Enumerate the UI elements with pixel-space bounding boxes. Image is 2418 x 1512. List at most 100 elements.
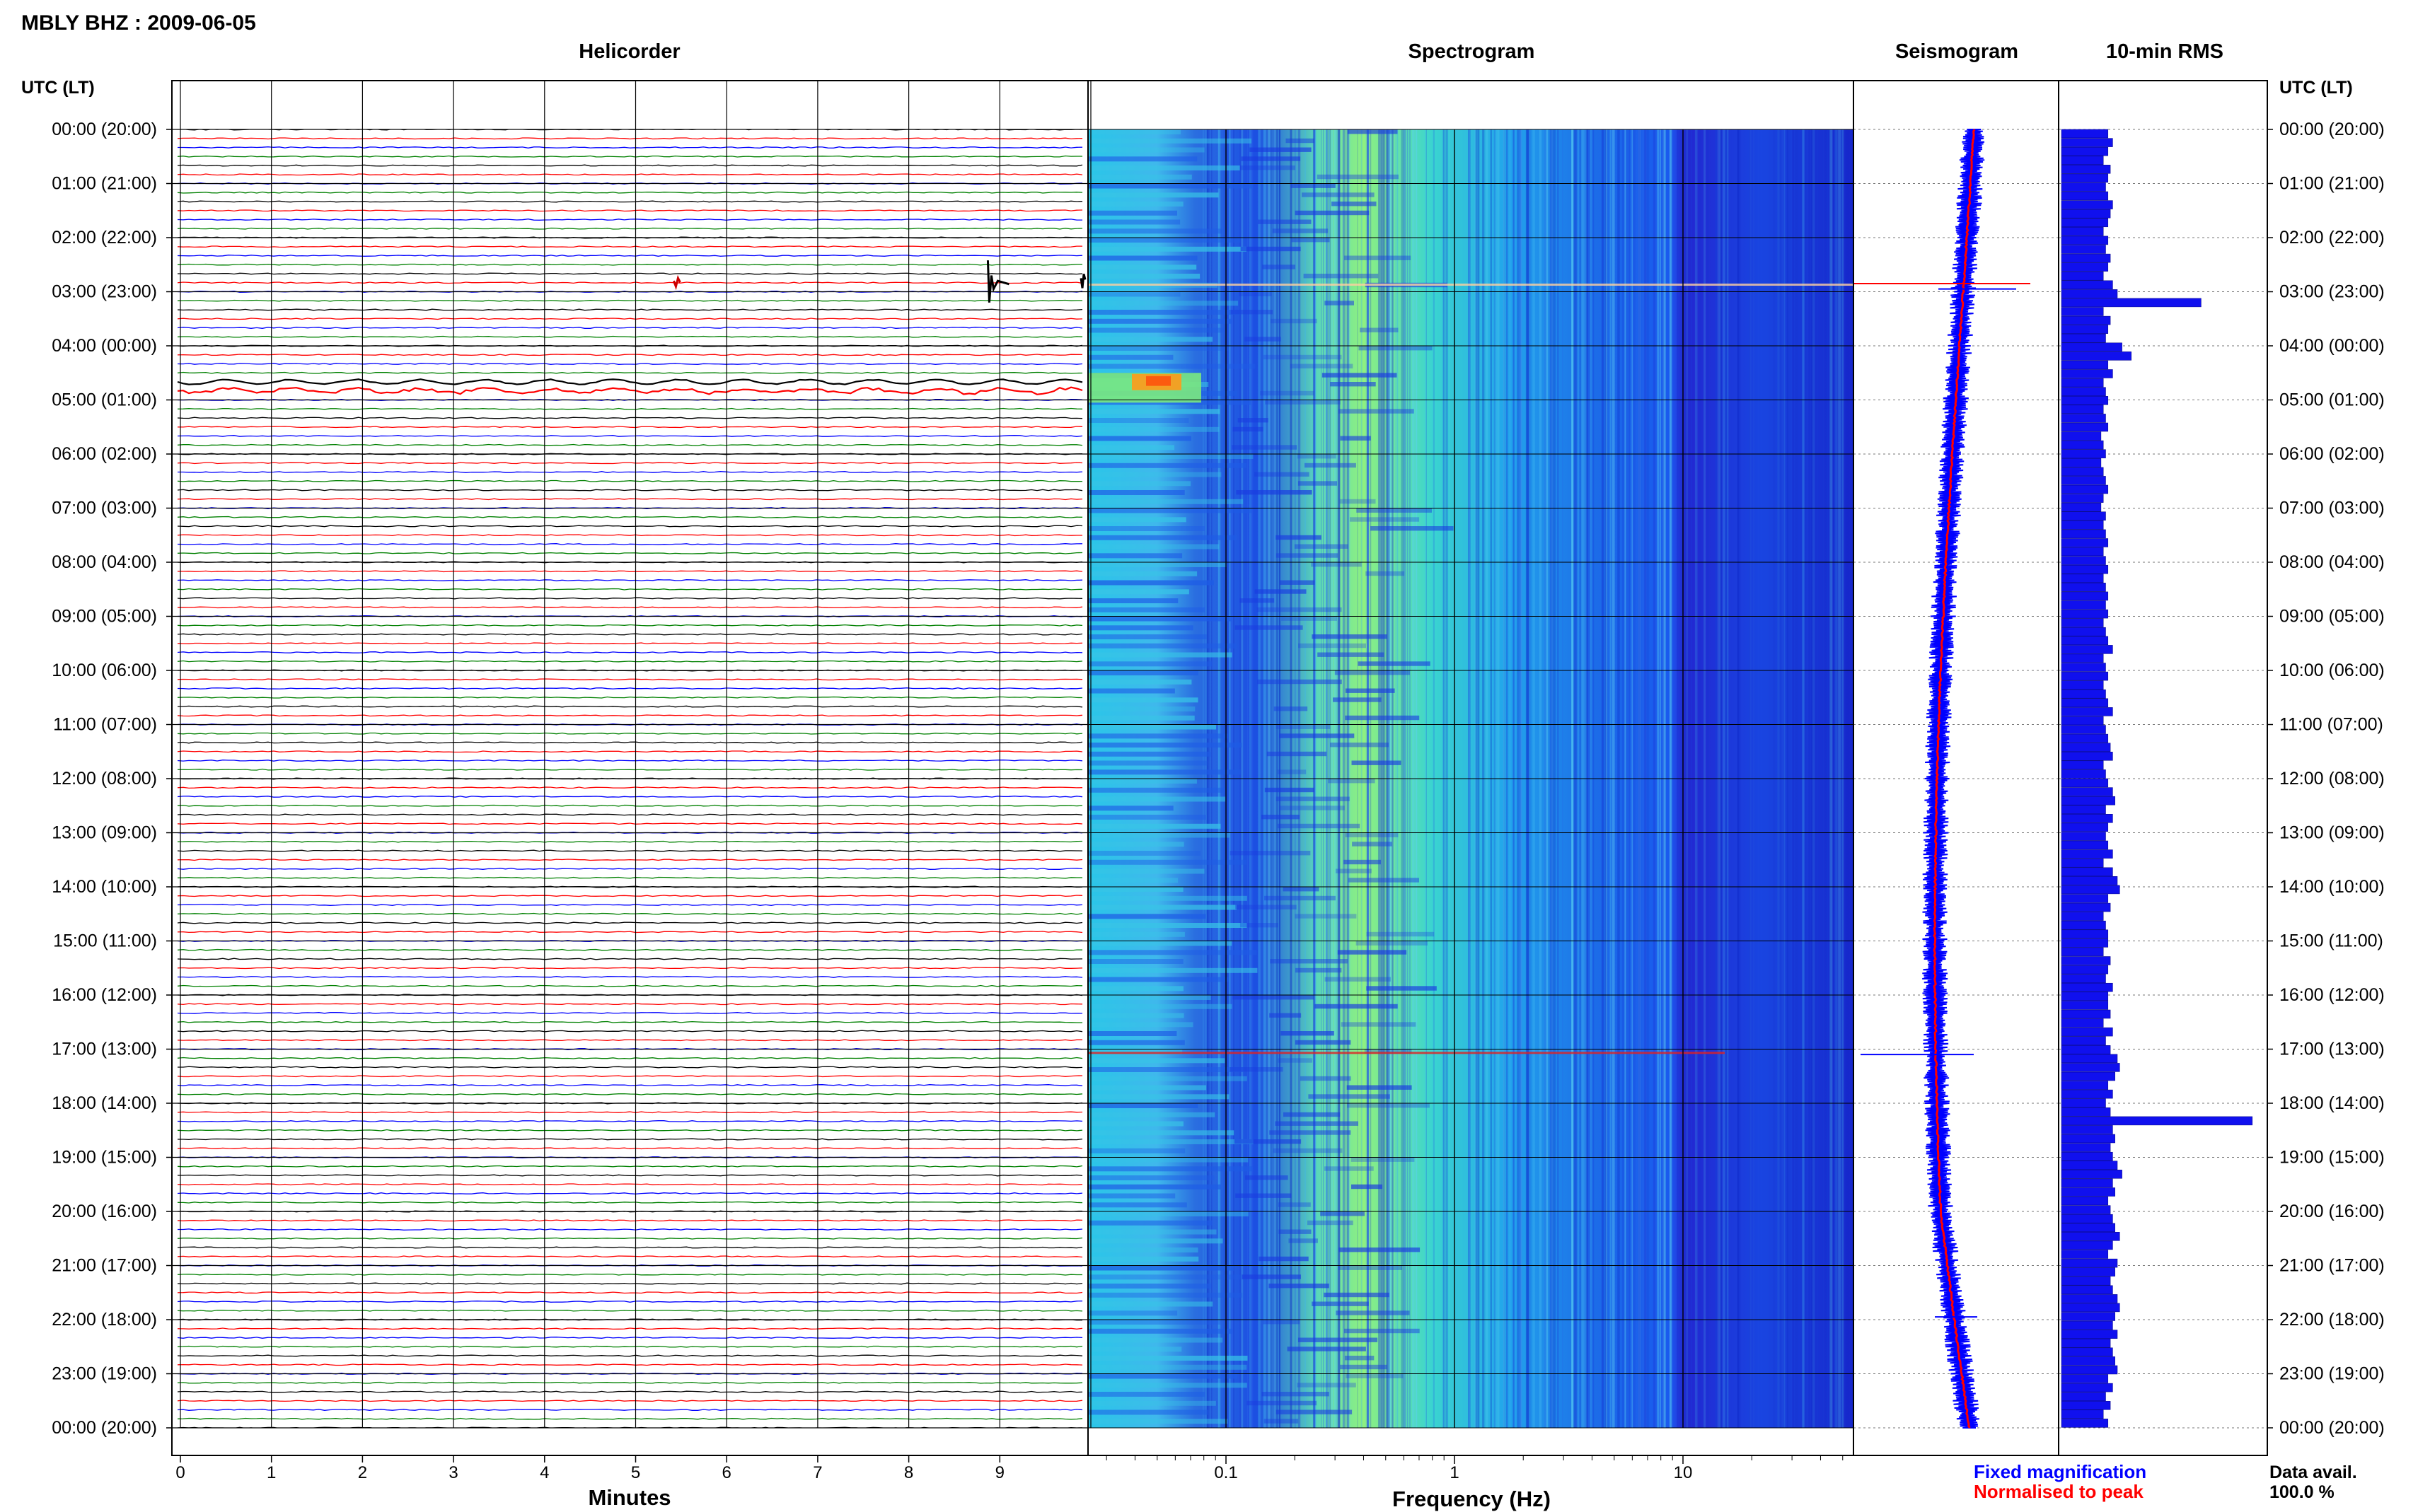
rms-bar — [2061, 396, 2109, 405]
time-label-right: 17:00 (13:00) — [2279, 1040, 2385, 1059]
rms-bar — [2061, 440, 2104, 450]
rms-bar — [2061, 1063, 2120, 1072]
time-label-left: 20:00 (16:00) — [52, 1202, 157, 1221]
helicorder-trace — [177, 479, 1083, 482]
rms-bar — [2061, 805, 2106, 814]
rms-heading: 10-min RMS — [2106, 40, 2223, 63]
helicorder-trace — [177, 1003, 1083, 1006]
rms-bar — [2061, 227, 2104, 236]
helicorder-trace — [177, 255, 1083, 257]
helicorder-trace — [177, 895, 1083, 897]
helicorder-trace — [177, 1337, 1083, 1339]
rms-bar — [2061, 600, 2106, 610]
helicorder-trace — [177, 1020, 1082, 1023]
time-label-right: 05:00 (01:00) — [2279, 390, 2385, 410]
rms-bar — [2061, 484, 2109, 494]
helicorder-trace — [177, 1183, 1083, 1186]
rms-bar — [2061, 1267, 2115, 1277]
helicorder-trace — [177, 796, 1083, 798]
rms-bar — [2061, 262, 2109, 272]
rms-bar — [2061, 618, 2104, 627]
frequency-tick-label: 10 — [1674, 1463, 1693, 1482]
rms-bar — [2061, 173, 2109, 183]
helicorder-trace — [177, 1147, 1083, 1150]
rms-bar — [2061, 867, 2113, 877]
minute-tick-label: 5 — [631, 1463, 640, 1482]
rms-bar — [2061, 1419, 2109, 1428]
seismogram-heading: Seismogram — [1895, 40, 2018, 63]
rms-bar — [2061, 1365, 2118, 1375]
panel-frames — [171, 80, 2268, 1456]
rms-bar — [2061, 956, 2111, 965]
helicorder-trace — [177, 1273, 1082, 1276]
rms-bar — [2061, 1356, 2115, 1366]
rms-bar — [2061, 733, 2109, 743]
helicorder-trace — [177, 1120, 1083, 1122]
time-label-left: 04:00 (00:00) — [52, 336, 157, 356]
rms-bar — [2061, 405, 2104, 414]
rms-bar — [2061, 387, 2106, 396]
rms-bar — [2061, 787, 2113, 796]
minutes-axis-label: Minutes — [588, 1485, 671, 1510]
helicorder-trace — [177, 1237, 1083, 1240]
rms-bar — [2061, 1071, 2115, 1081]
helicorder-trace — [177, 660, 1083, 663]
rms-bar — [2061, 129, 2109, 139]
rms-bar — [2061, 707, 2113, 716]
helicorder-trace — [177, 417, 1083, 419]
helicorder-trace — [178, 876, 1082, 879]
spectrogram-heading: Spectrogram — [1408, 40, 1535, 63]
rms-bar — [2061, 609, 2109, 619]
rms-bar — [2061, 1054, 2118, 1064]
helicorder-trace — [177, 308, 1083, 311]
rms-bar — [2061, 653, 2104, 663]
minute-tick-label: 4 — [540, 1463, 549, 1482]
helicorder-trace — [177, 921, 1083, 924]
helicorder-trace — [177, 462, 1083, 465]
helicorder-trace — [178, 272, 1083, 275]
helicorder-trace — [177, 750, 1083, 753]
time-label-right: 15:00 (11:00) — [2279, 931, 2383, 951]
rms-bar — [2061, 1143, 2111, 1152]
minute-tick-label: 9 — [995, 1463, 1005, 1482]
rms-bar — [2061, 1401, 2111, 1410]
helicorder-trace — [177, 1381, 1083, 1384]
rms-bar — [2061, 325, 2109, 334]
rms-bar — [2061, 920, 2106, 930]
helicorder-trace — [177, 318, 1083, 320]
rms-bar — [2061, 1178, 2113, 1188]
helicorder-trace — [178, 471, 1083, 473]
helicorder-trace — [177, 822, 1083, 825]
rms-bar — [2061, 840, 2109, 850]
helicorder-trace — [177, 1030, 1083, 1033]
minute-tick-label: 0 — [175, 1463, 185, 1482]
time-label-left: 21:00 (17:00) — [52, 1256, 157, 1276]
time-label-right: 22:00 (18:00) — [2279, 1310, 2385, 1330]
helicorder-heading: Helicorder — [579, 40, 680, 63]
rms-bar — [2061, 645, 2113, 654]
rms-bar — [2061, 636, 2109, 646]
panel-frame — [171, 80, 1089, 1456]
rms-bar — [2061, 1018, 2104, 1028]
helicorder-trace — [177, 1093, 1083, 1095]
time-label-left: 11:00 (07:00) — [53, 715, 157, 735]
time-label-left: 08:00 (04:00) — [52, 552, 157, 572]
rms-bar — [2061, 378, 2104, 388]
rms-bar — [2061, 1214, 2113, 1223]
rms-bar — [2061, 1303, 2120, 1313]
rms-bar — [2061, 245, 2106, 254]
helicorder-trace — [177, 443, 1083, 446]
helicorder-trace — [177, 164, 1083, 167]
rms-bar — [2061, 1134, 2115, 1144]
helicorder-trace — [177, 1282, 1083, 1285]
rms-bar — [2061, 1223, 2115, 1233]
rms-bar — [2061, 822, 2109, 832]
helicorder-trace — [177, 1084, 1083, 1086]
rms-bar — [2061, 1098, 2106, 1107]
rms-bars — [2061, 129, 2253, 1428]
rms-bar — [2061, 1116, 2253, 1126]
rms-bar — [2061, 885, 2120, 895]
rms-bar — [2061, 671, 2109, 681]
rms-bar — [2061, 991, 2109, 1001]
helicorder-trace — [177, 1354, 1083, 1357]
